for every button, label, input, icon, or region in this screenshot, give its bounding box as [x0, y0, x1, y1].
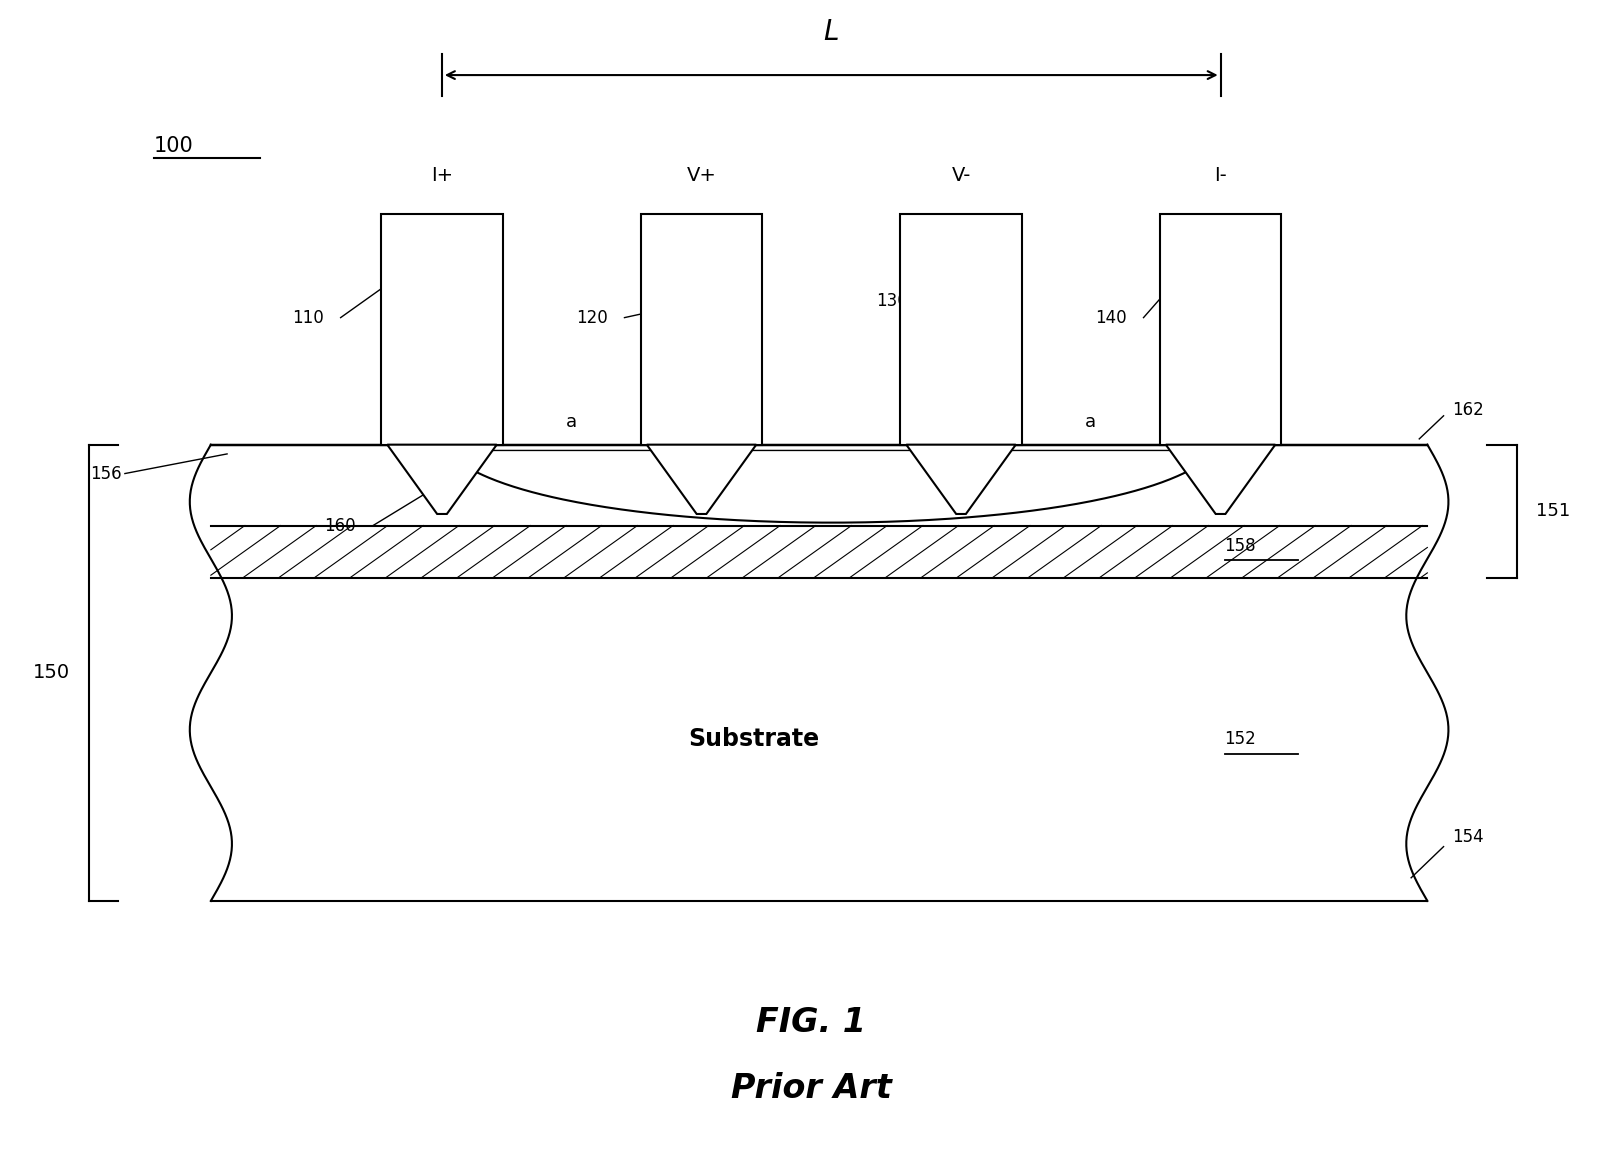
- Bar: [211, 445, 1427, 526]
- Text: I+: I+: [431, 166, 453, 185]
- Text: 151: 151: [1536, 502, 1570, 520]
- Polygon shape: [388, 445, 496, 514]
- Bar: [211, 526, 1427, 578]
- Polygon shape: [647, 445, 756, 514]
- Polygon shape: [907, 445, 1015, 514]
- Text: Prior Art: Prior Art: [730, 1072, 892, 1104]
- Text: 154: 154: [1452, 828, 1483, 847]
- Text: 152: 152: [1225, 730, 1257, 748]
- Text: Substrate: Substrate: [689, 728, 819, 751]
- Polygon shape: [1166, 445, 1275, 514]
- Bar: [641, 214, 762, 445]
- Bar: [381, 214, 503, 445]
- Text: 110: 110: [292, 308, 324, 327]
- Text: 120: 120: [576, 308, 608, 327]
- Text: a: a: [566, 412, 577, 431]
- Text: V-: V-: [952, 166, 970, 185]
- Text: 150: 150: [32, 663, 70, 683]
- Text: 162: 162: [1452, 401, 1484, 419]
- Text: 140: 140: [1095, 308, 1126, 327]
- Text: 158: 158: [1225, 537, 1255, 554]
- Text: 156: 156: [91, 464, 122, 483]
- Text: 160: 160: [324, 516, 355, 535]
- Text: FIG. 1: FIG. 1: [756, 1006, 866, 1038]
- Text: I-: I-: [1215, 166, 1226, 185]
- Text: 130: 130: [876, 292, 908, 311]
- Text: 100: 100: [154, 136, 195, 156]
- Bar: [1160, 214, 1281, 445]
- Text: a: a: [680, 412, 691, 431]
- Text: L: L: [824, 18, 839, 46]
- Bar: [900, 214, 1022, 445]
- Bar: [211, 578, 1427, 901]
- Text: a: a: [1085, 412, 1096, 431]
- Text: V+: V+: [686, 166, 717, 185]
